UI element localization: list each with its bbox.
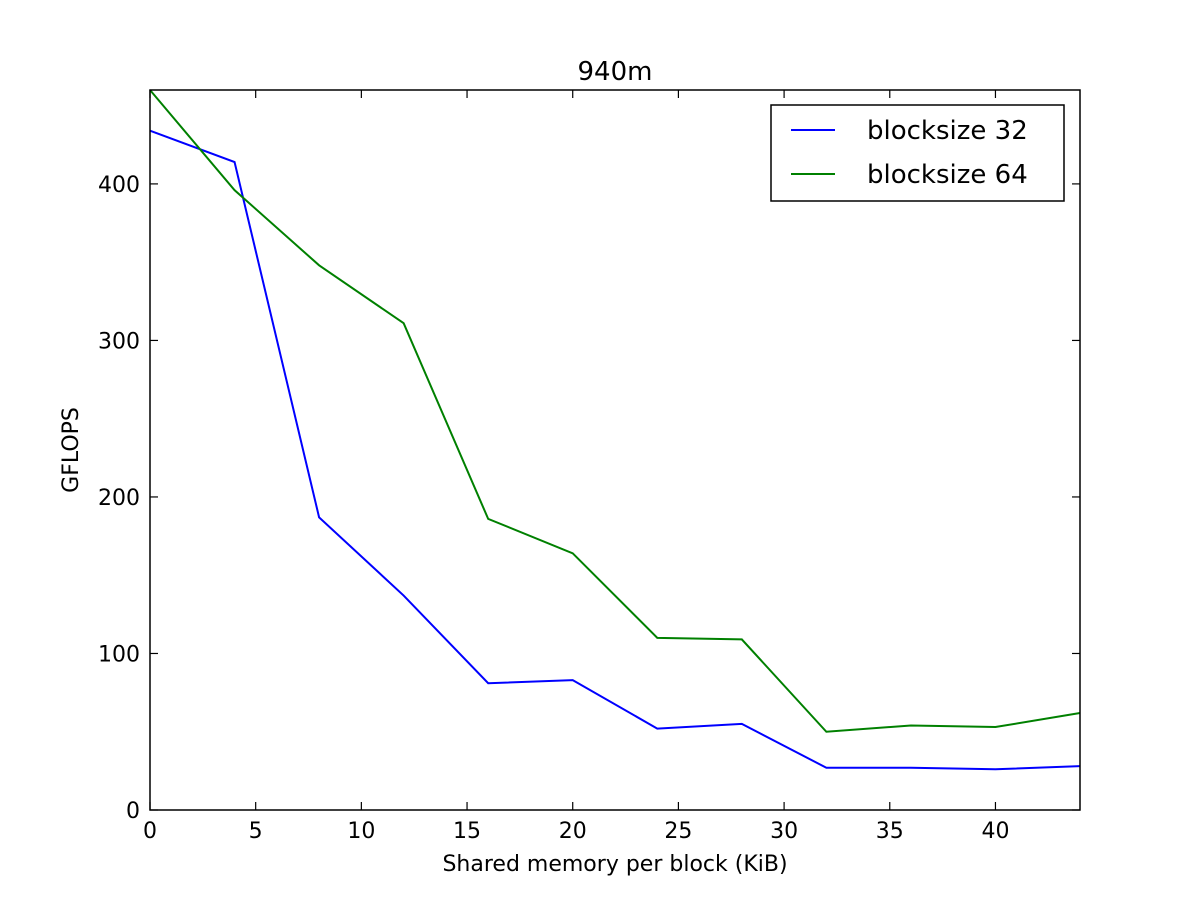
x-tick-label-0: 0 xyxy=(143,819,157,844)
x-tick-label-6: 30 xyxy=(770,819,798,844)
legend-box xyxy=(770,104,1065,202)
x-tick-label-1: 5 xyxy=(249,819,263,844)
y-tick-label-4: 400 xyxy=(98,173,140,198)
x-axis-label: Shared memory per block (KiB) xyxy=(442,852,787,877)
legend: blocksize 32 blocksize 64 xyxy=(770,104,1065,202)
legend-label-blocksize-64: blocksize 64 xyxy=(867,160,1028,190)
y-tick-label-3: 300 xyxy=(98,329,140,354)
x-tick-label-7: 35 xyxy=(876,819,904,844)
y-axis-label: GFLOPS xyxy=(59,407,84,493)
series-lines xyxy=(149,89,1081,771)
legend-label-blocksize-32: blocksize 32 xyxy=(867,116,1028,146)
x-tick-label-5: 25 xyxy=(664,819,692,844)
series-line-blocksize-32 xyxy=(149,129,1081,771)
x-tick-label-4: 20 xyxy=(559,819,587,844)
y-tick-label-0: 0 xyxy=(126,799,140,824)
x-tick-label-2: 10 xyxy=(347,819,375,844)
x-tick-label-8: 40 xyxy=(981,819,1009,844)
series-line-blocksize-64 xyxy=(149,89,1081,733)
y-tick-label-2: 200 xyxy=(98,486,140,511)
chart-title: 940m xyxy=(578,57,653,87)
plot-frame xyxy=(149,89,1081,811)
x-tick-label-3: 15 xyxy=(453,819,481,844)
y-tick-label-1: 100 xyxy=(98,642,140,667)
